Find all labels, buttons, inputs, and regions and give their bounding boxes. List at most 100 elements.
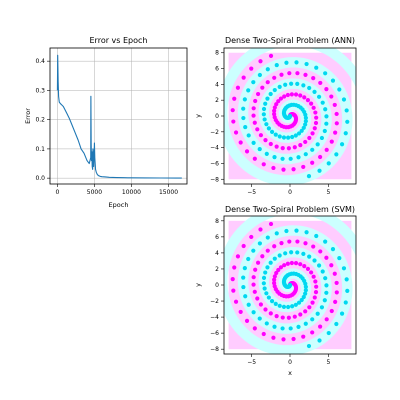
ann-point-class0 [258, 133, 264, 138]
svm-point-class1 [273, 301, 278, 306]
ann-point-class1 [281, 135, 287, 140]
svm-x-tick-label: −5 [247, 359, 256, 366]
ann-points [230, 53, 350, 179]
svm-point-class1 [301, 251, 306, 256]
svm-point-class0 [260, 254, 265, 259]
svm-point-class0 [249, 234, 254, 240]
svm-y-tick-label: 6 [215, 234, 219, 241]
svm-point-class0 [251, 275, 256, 280]
ann-point-class1 [243, 124, 248, 130]
svm-point-class1 [323, 239, 328, 244]
ann-point-class0 [261, 162, 266, 167]
ann-point-class0 [314, 115, 319, 120]
svm-point-class0 [258, 302, 264, 307]
ann-point-class1 [296, 155, 301, 160]
svm-point-class0 [310, 330, 315, 335]
svm-point-class0 [295, 239, 300, 244]
ann-point-class0 [313, 120, 319, 126]
ann-point-class0 [334, 111, 339, 117]
error-chart-frame [49, 47, 188, 185]
ann-point-class1 [290, 134, 295, 140]
svm-point-class1 [257, 241, 262, 246]
svm-point-class1 [296, 324, 301, 329]
ann-point-class0 [305, 98, 311, 103]
ann-point-class0 [251, 113, 256, 118]
svm-point-class1 [295, 250, 300, 255]
svm-point-class1 [284, 228, 289, 234]
ann-y-tick-label: −2 [210, 129, 219, 136]
svm-point-class0 [268, 221, 274, 227]
svm-point-class1 [281, 304, 287, 309]
svm-point-class1 [288, 326, 293, 331]
ann-point-class1 [268, 91, 273, 97]
ann-point-class0 [251, 106, 256, 111]
ann-point-class1 [272, 155, 277, 160]
ann-point-class1 [277, 134, 282, 139]
ann-point-class0 [252, 156, 257, 161]
ann-point-class0 [260, 85, 265, 90]
ann-point-class1 [323, 107, 328, 112]
ann-point-class1 [293, 133, 298, 138]
svm-point-class0 [318, 249, 323, 254]
ann-point-class0 [258, 59, 263, 64]
ann-point-class0 [255, 91, 261, 97]
ann-point-class1 [241, 115, 246, 121]
ann-point-class0 [333, 130, 338, 135]
ann-point-class1 [277, 84, 282, 90]
ann-point-class1 [310, 147, 315, 152]
ann-point-class0 [295, 71, 300, 76]
error-chart-xlabel: Epoch [109, 201, 129, 209]
svm-point-class1 [274, 231, 279, 236]
svm-point-class0 [274, 314, 279, 319]
ann-point-class1 [316, 94, 322, 99]
ann-point-class0 [332, 102, 337, 108]
ann-point-class1 [283, 82, 288, 87]
svm-point-class0 [309, 270, 314, 275]
svm-point-class0 [261, 331, 266, 337]
ann-point-class1 [241, 106, 246, 111]
ann-point-class1 [257, 146, 262, 152]
svm-point-class0 [303, 241, 308, 246]
ann-point-class0 [287, 71, 292, 76]
ann-point-class0 [274, 144, 279, 149]
svm-point-class1 [345, 288, 350, 293]
svm-point-class1 [257, 316, 262, 321]
ann-point-class0 [268, 53, 274, 58]
ann-point-class0 [302, 95, 307, 100]
ann-point-class0 [313, 110, 318, 115]
svm-point-class0 [333, 299, 338, 304]
ann-point-class0 [272, 108, 277, 113]
ann-point-class0 [281, 167, 286, 172]
svm-point-class0 [272, 277, 277, 282]
svm-point-class0 [313, 289, 319, 295]
svm-point-class1 [283, 251, 288, 256]
ann-point-class1 [334, 152, 339, 157]
svm-point-class0 [314, 284, 319, 289]
ann-point-class0 [233, 130, 239, 135]
svm-point-class1 [243, 294, 248, 299]
ann-point-class0 [271, 165, 276, 171]
ann-point-class1 [323, 71, 328, 76]
ann-point-class0 [241, 75, 246, 80]
svm-point-class1 [303, 291, 308, 296]
svm-point-class0 [230, 277, 235, 282]
svm-point-class0 [324, 255, 329, 260]
ann-chart-title: Dense Two-Spiral Problem (ANN) [225, 36, 355, 45]
ann-point-class0 [311, 76, 316, 81]
ann-point-class1 [262, 117, 267, 122]
svm-point-class0 [329, 263, 334, 268]
svm-point-class1 [344, 277, 349, 282]
ann-point-class1 [303, 122, 308, 127]
svm-point-class1 [322, 298, 327, 303]
svm-point-class1 [280, 326, 285, 331]
svm-point-class0 [293, 261, 299, 266]
ann-point-class0 [298, 93, 303, 98]
ann-point-class0 [318, 80, 323, 86]
svm-point-class0 [301, 334, 306, 339]
svm-x-tick-label: 0 [288, 359, 292, 366]
ann-point-class1 [341, 97, 347, 102]
svm-point-class1 [339, 311, 345, 316]
svm-point-class0 [282, 263, 287, 268]
svm-point-class0 [265, 248, 270, 253]
ann-point-class1 [324, 114, 329, 119]
